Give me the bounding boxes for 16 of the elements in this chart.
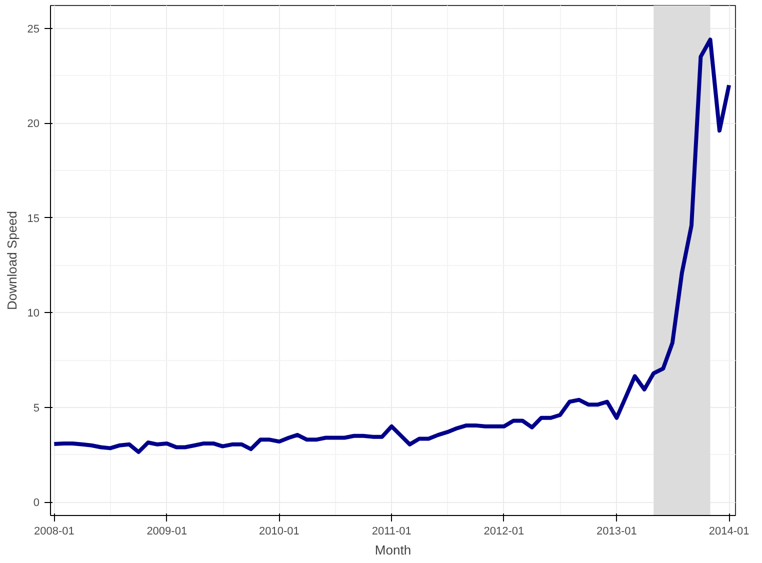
x-tick-label: 2012-01 — [484, 526, 524, 538]
y-axis-title: Download Speed — [4, 210, 20, 310]
x-tick-label: 2011-01 — [372, 526, 412, 538]
y-tick-label: 10 — [27, 308, 40, 320]
y-tick-label: 20 — [27, 118, 40, 130]
y-tick-label: 5 — [33, 402, 40, 414]
x-tick-label: 2014-01 — [708, 526, 750, 538]
x-axis-title: Month — [374, 542, 412, 558]
y-tick-label: 15 — [27, 212, 40, 225]
x-tick-label: 2013-01 — [596, 526, 637, 538]
line-series — [52, 38, 732, 454]
x-tick-label: 2010-01 — [259, 526, 300, 538]
x-tick-label: 2009-01 — [146, 526, 188, 538]
x-tick-label: 2008-01 — [34, 526, 74, 538]
y-tick-label: 25 — [27, 23, 40, 36]
y-tick-label: 0 — [33, 497, 40, 510]
